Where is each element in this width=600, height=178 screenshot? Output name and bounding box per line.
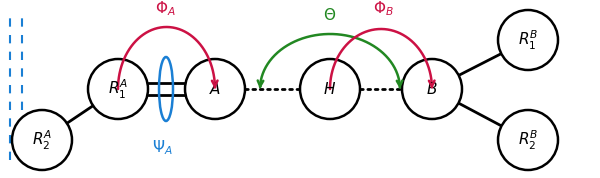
Text: $H$: $H$	[323, 81, 337, 97]
Circle shape	[300, 59, 360, 119]
Text: $R_1^A$: $R_1^A$	[108, 77, 128, 101]
Text: $\Theta$: $\Theta$	[323, 7, 337, 23]
Text: $\Psi_A$: $\Psi_A$	[152, 139, 172, 157]
Circle shape	[12, 110, 72, 170]
Circle shape	[402, 59, 462, 119]
Text: $R_2^A$: $R_2^A$	[32, 128, 52, 152]
Circle shape	[185, 59, 245, 119]
Text: $R_2^B$: $R_2^B$	[518, 128, 538, 152]
Text: $A$: $A$	[209, 81, 221, 97]
Circle shape	[498, 10, 558, 70]
Text: $R_1^B$: $R_1^B$	[518, 28, 538, 52]
Circle shape	[88, 59, 148, 119]
Text: $\Phi_B$: $\Phi_B$	[373, 0, 394, 18]
Circle shape	[498, 110, 558, 170]
Text: $\Phi_A$: $\Phi_A$	[155, 0, 175, 18]
Text: $B$: $B$	[426, 81, 438, 97]
